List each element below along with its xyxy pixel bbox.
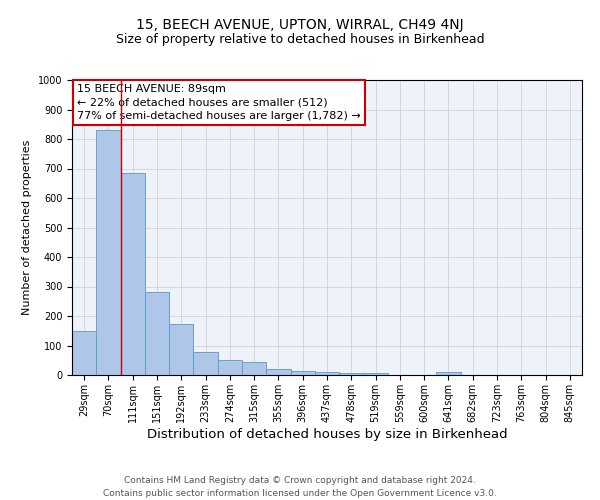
Y-axis label: Number of detached properties: Number of detached properties	[22, 140, 32, 315]
Bar	[218, 360, 242, 375]
Bar	[266, 368, 290, 375]
Bar	[364, 373, 388, 375]
Text: Size of property relative to detached houses in Birkenhead: Size of property relative to detached ho…	[116, 32, 484, 46]
Bar	[193, 352, 218, 375]
Bar	[339, 372, 364, 375]
Bar	[96, 130, 121, 375]
Text: 15 BEECH AVENUE: 89sqm
← 22% of detached houses are smaller (512)
77% of semi-de: 15 BEECH AVENUE: 89sqm ← 22% of detached…	[77, 84, 361, 121]
Bar	[121, 173, 145, 375]
X-axis label: Distribution of detached houses by size in Birkenhead: Distribution of detached houses by size …	[146, 428, 508, 440]
Bar	[72, 332, 96, 375]
Bar	[315, 372, 339, 375]
Text: Contains HM Land Registry data © Crown copyright and database right 2024.
Contai: Contains HM Land Registry data © Crown c…	[103, 476, 497, 498]
Bar	[145, 292, 169, 375]
Bar	[436, 372, 461, 375]
Bar	[169, 324, 193, 375]
Text: 15, BEECH AVENUE, UPTON, WIRRAL, CH49 4NJ: 15, BEECH AVENUE, UPTON, WIRRAL, CH49 4N…	[136, 18, 464, 32]
Bar	[290, 370, 315, 375]
Bar	[242, 362, 266, 375]
